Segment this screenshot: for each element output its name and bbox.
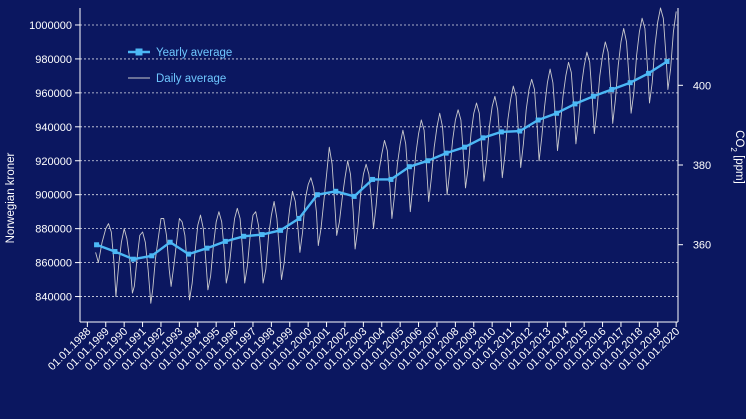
yearly-average-point [204, 245, 210, 251]
y2-tick-label: 380 [693, 160, 711, 172]
yearly-average-point [535, 117, 541, 123]
y2-axis-ticks: 360 380 400 [678, 80, 711, 252]
yearly-average-point [646, 70, 652, 76]
yearly-average-point [167, 239, 173, 245]
legend: Yearly average Daily average [128, 47, 232, 85]
yearly-average-point [370, 176, 376, 182]
y-tick-label: 860000 [35, 258, 72, 270]
y-tick-label: 960000 [35, 88, 72, 100]
yearly-average-point [259, 232, 265, 238]
yearly-average-point [314, 192, 320, 198]
yearly-average-point [351, 193, 357, 199]
yearly-average-point [388, 176, 394, 182]
yearly-average-point [333, 188, 339, 194]
yearly-average-point [406, 164, 412, 170]
yearly-average-point [241, 233, 247, 239]
yearly-average-point [572, 101, 578, 107]
y-tick-label: 980000 [35, 54, 72, 66]
yearly-average-point [462, 144, 468, 150]
yearly-average-point [609, 86, 615, 92]
y-tick-label: 880000 [35, 224, 72, 236]
yearly-average-point [480, 135, 486, 141]
yearly-average-series [94, 58, 670, 262]
yearly-average-point [222, 238, 228, 244]
yearly-average-point [498, 129, 504, 135]
x-axis-ticks: 01.01.198801.01.198901.01.199001.01.1991… [46, 322, 682, 373]
daily-average-series [95, 7, 677, 304]
y2-axis-title: CO2 [ppm] [730, 130, 746, 184]
y2-axis-title-main: CO [733, 130, 745, 147]
yearly-average-point [278, 227, 284, 233]
yearly-average-point [590, 93, 596, 99]
y-tick-label: 840000 [35, 292, 72, 304]
yearly-average-point [112, 249, 118, 255]
daily-average-line [95, 7, 677, 304]
y2-tick-label: 360 [693, 240, 711, 252]
yearly-average-point [149, 253, 155, 259]
yearly-average-point [130, 256, 136, 262]
yearly-average-point [94, 242, 100, 248]
y-tick-label: 940000 [35, 122, 72, 134]
yearly-average-point [296, 215, 302, 221]
y2-tick-label: 400 [693, 80, 711, 92]
yearly-average-point [554, 110, 560, 116]
y-tick-label: 920000 [35, 156, 72, 168]
y-tick-label: 1000000 [29, 20, 72, 32]
y2-axis-title-unit: [ppm] [733, 152, 745, 184]
y-axis-ticks: 840000 860000 880000 900000 920000 940000 9600… [29, 20, 80, 304]
y-axis-title: Norwegian kroner [5, 152, 17, 243]
yearly-average-point [627, 80, 633, 86]
legend-daily-label: Daily average [156, 73, 226, 85]
y2-axis-title-sub: 2 [730, 147, 739, 152]
yearly-average-line [96, 60, 668, 261]
yearly-average-point [664, 58, 670, 64]
yearly-average-point [186, 251, 192, 257]
yearly-average-point [443, 150, 449, 156]
y-tick-label: 900000 [35, 190, 72, 202]
yearly-average-point [425, 158, 431, 164]
legend-yearly-label: Yearly average [156, 47, 232, 59]
legend-yearly-marker [135, 48, 143, 56]
yearly-average-point [517, 128, 523, 134]
